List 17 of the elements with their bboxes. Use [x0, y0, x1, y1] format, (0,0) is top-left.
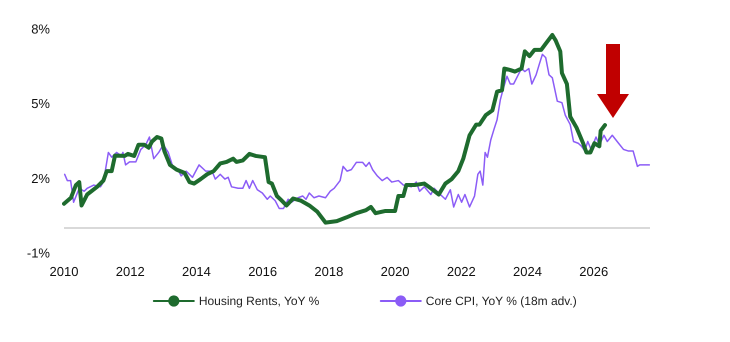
x-tick-label: 2014 [182, 264, 211, 279]
y-tick-label: 2% [31, 170, 50, 186]
x-tick-label: 2020 [380, 264, 410, 279]
legend-label: Housing Rents, YoY % [198, 294, 320, 308]
x-tick-label: 2022 [446, 264, 476, 279]
legend-label: Core CPI, YoY % (18m adv.) [426, 294, 577, 308]
line-series [64, 54, 650, 210]
x-tick-label: 2016 [248, 264, 278, 279]
x-tick-label: 2018 [314, 264, 344, 279]
x-tick-label: 2010 [50, 264, 78, 279]
y-tick-label: -1% [26, 246, 50, 260]
x-tick-label: 2024 [513, 264, 542, 279]
line-series [62, 32, 607, 225]
x-tick-label: 2012 [116, 264, 145, 279]
x-tick-label: 2026 [579, 264, 608, 279]
y-tick-label: 8% [31, 22, 50, 36]
y-tick-label: 5% [31, 96, 50, 112]
